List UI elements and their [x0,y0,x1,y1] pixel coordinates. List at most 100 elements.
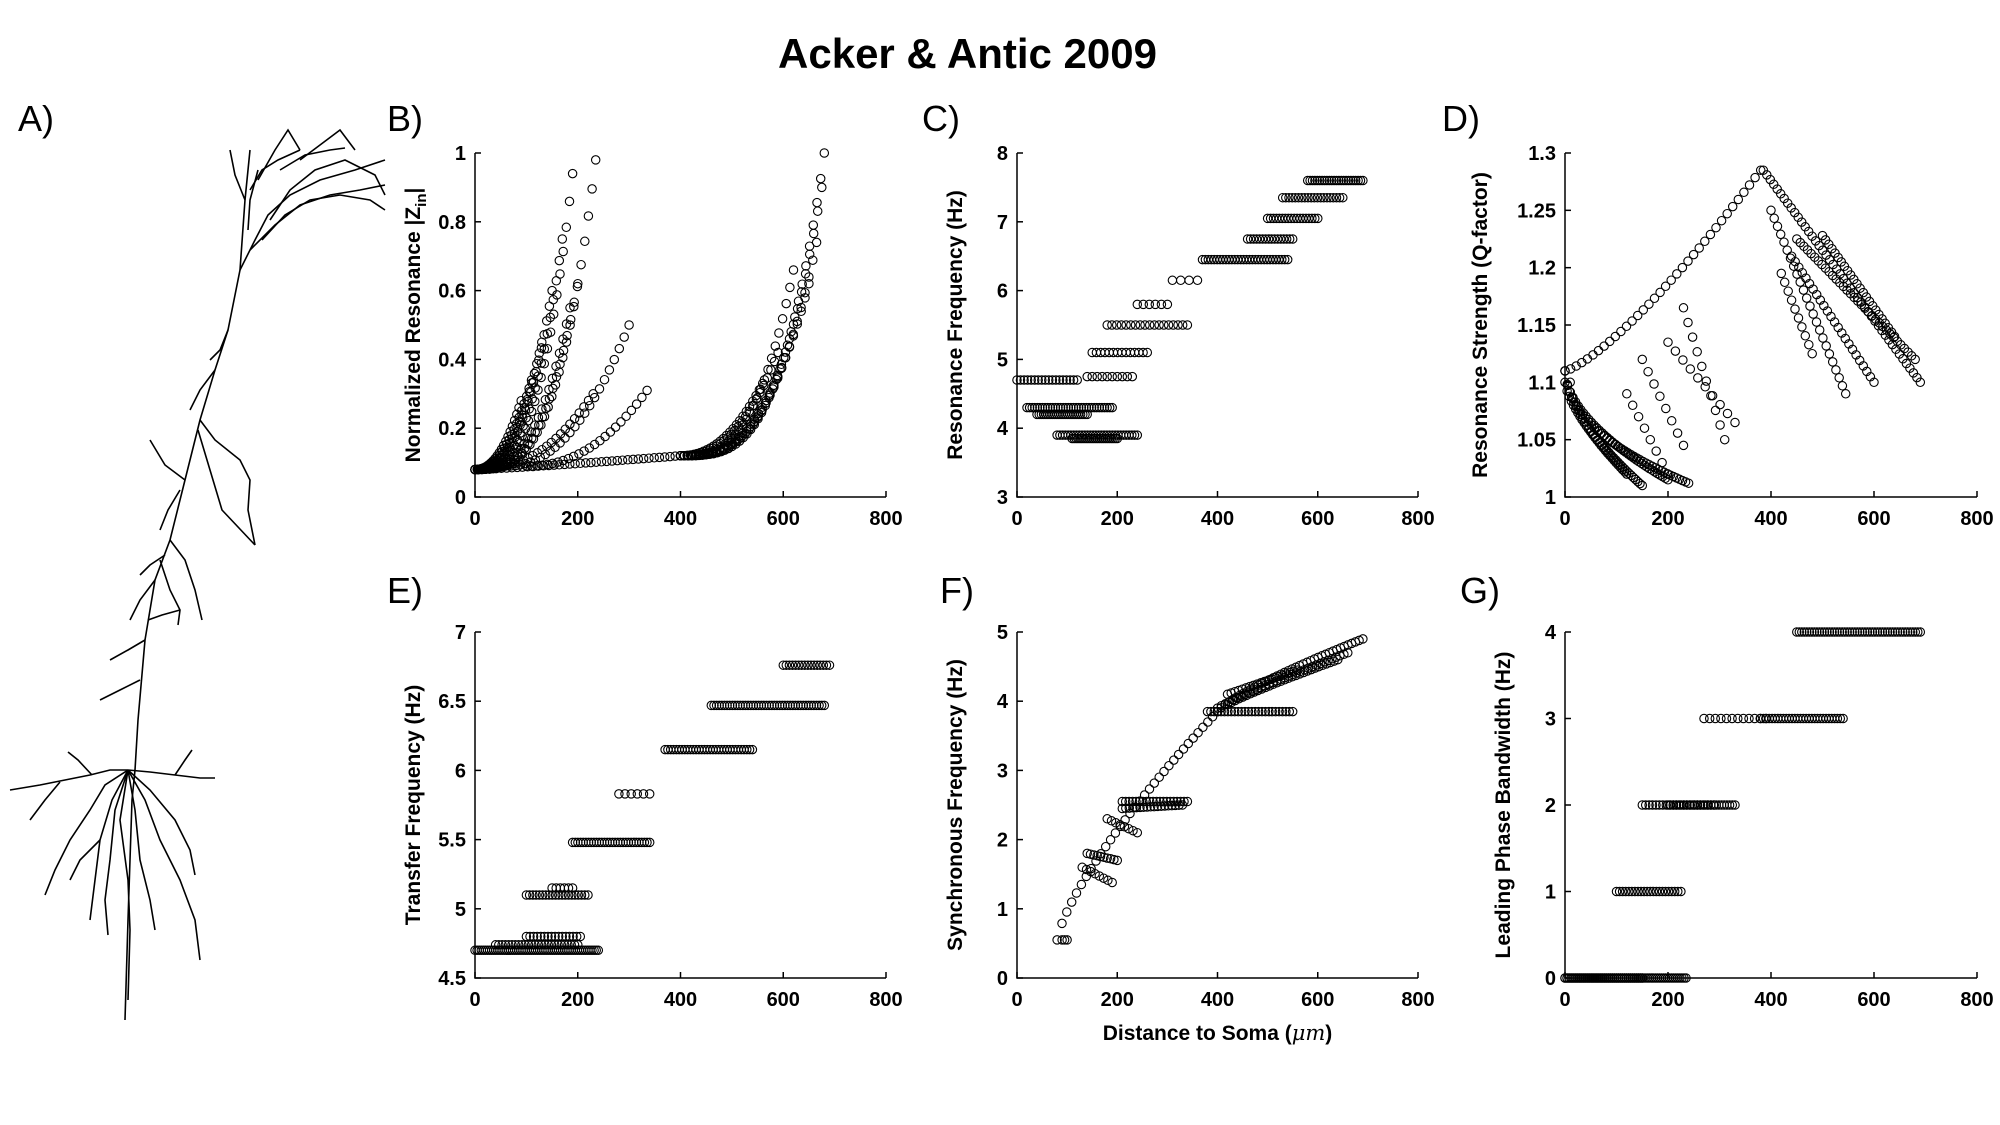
data-point [526,406,537,417]
data-point [1303,192,1313,203]
data-point [1082,409,1092,420]
data-point [579,402,589,412]
data-point [1253,706,1264,717]
data-point [1142,347,1153,358]
data-point [1875,627,1885,637]
data-point [1671,800,1682,810]
data-point [1797,322,1807,332]
data-point [1799,241,1809,252]
data-point [1663,886,1674,897]
data-point [803,660,813,670]
data-point [1287,706,1298,717]
data-point [1776,268,1787,279]
data-point [521,931,532,942]
data-point [512,462,522,473]
data-point [1730,800,1740,810]
data-point [527,394,537,404]
data-point [1260,234,1271,244]
data-point [1792,269,1802,279]
y-tick-label: 1.25 [1517,200,1556,222]
data-point [1257,706,1267,717]
data-point [1834,627,1845,637]
data-point [605,427,616,437]
data-point [1076,879,1087,890]
y-tick-label: 6 [997,281,1008,303]
data-point [1814,240,1824,251]
data-point [1880,627,1890,637]
data-point [1660,281,1671,292]
data-point [626,789,636,799]
data-point [1336,175,1347,186]
data-point [1240,706,1250,717]
data-point [1639,886,1649,897]
data-point [1715,399,1725,410]
data-point [1772,184,1782,194]
data-point [1267,706,1277,717]
data-point [561,337,572,347]
data-point [741,406,752,417]
data-point [1109,854,1119,865]
data-point [787,660,798,670]
data-point [1026,375,1036,385]
data-point [1163,801,1174,811]
data-point [1810,236,1821,246]
data-point [1716,713,1726,724]
data-point [766,353,777,364]
data-point [1668,800,1678,810]
data-point [1029,375,1040,385]
data-point [1856,299,1867,310]
data-point [1054,375,1065,385]
data-point [1338,192,1348,203]
data-point [1140,320,1150,330]
data-point [1772,221,1783,232]
data-point [515,459,526,470]
data-point [1715,420,1725,430]
y-tick-label: 0.6 [438,281,466,303]
data-point [744,401,755,412]
data-point [579,408,590,418]
data-point [1577,414,1587,425]
data-point [1872,627,1883,637]
data-point [1692,347,1702,357]
data-point [496,463,507,474]
x-tick-label: 400 [1754,508,1787,530]
data-point [1132,827,1143,838]
data-point [548,383,558,394]
data-point [557,890,567,900]
data-point [1878,321,1888,332]
data-point [1015,375,1026,385]
data-point [1343,648,1353,658]
data-point [768,380,779,391]
data-point [1852,627,1863,637]
data-point [1162,299,1173,310]
data-point [1092,371,1102,382]
data-point [1188,733,1198,743]
data-point [528,461,538,472]
data-point [1322,192,1332,203]
data-point [1709,800,1720,810]
data-point [563,890,574,900]
data-point [1081,864,1092,875]
data-point [1915,377,1926,388]
data-point [596,457,607,467]
y-tick-label: 0.2 [438,418,466,440]
data-point [1242,234,1253,244]
y-tick-label: 6 [455,760,466,782]
figure-title: Acker & Antic 2009 [778,30,1157,77]
data-point [1750,172,1760,183]
data-point [1785,253,1796,263]
data-point [561,222,572,233]
x-tick-label: 800 [1401,508,1434,530]
data-point [1132,430,1143,440]
data-point [1614,886,1625,897]
data-point [1233,706,1243,717]
data-point [1087,371,1097,382]
data-point [1660,886,1671,897]
data-point [541,316,552,326]
data-point [1062,935,1072,945]
data-point [497,940,507,950]
data-point [1832,713,1843,724]
data-point [1353,175,1363,186]
data-point [1138,299,1149,310]
data-point [782,340,793,350]
